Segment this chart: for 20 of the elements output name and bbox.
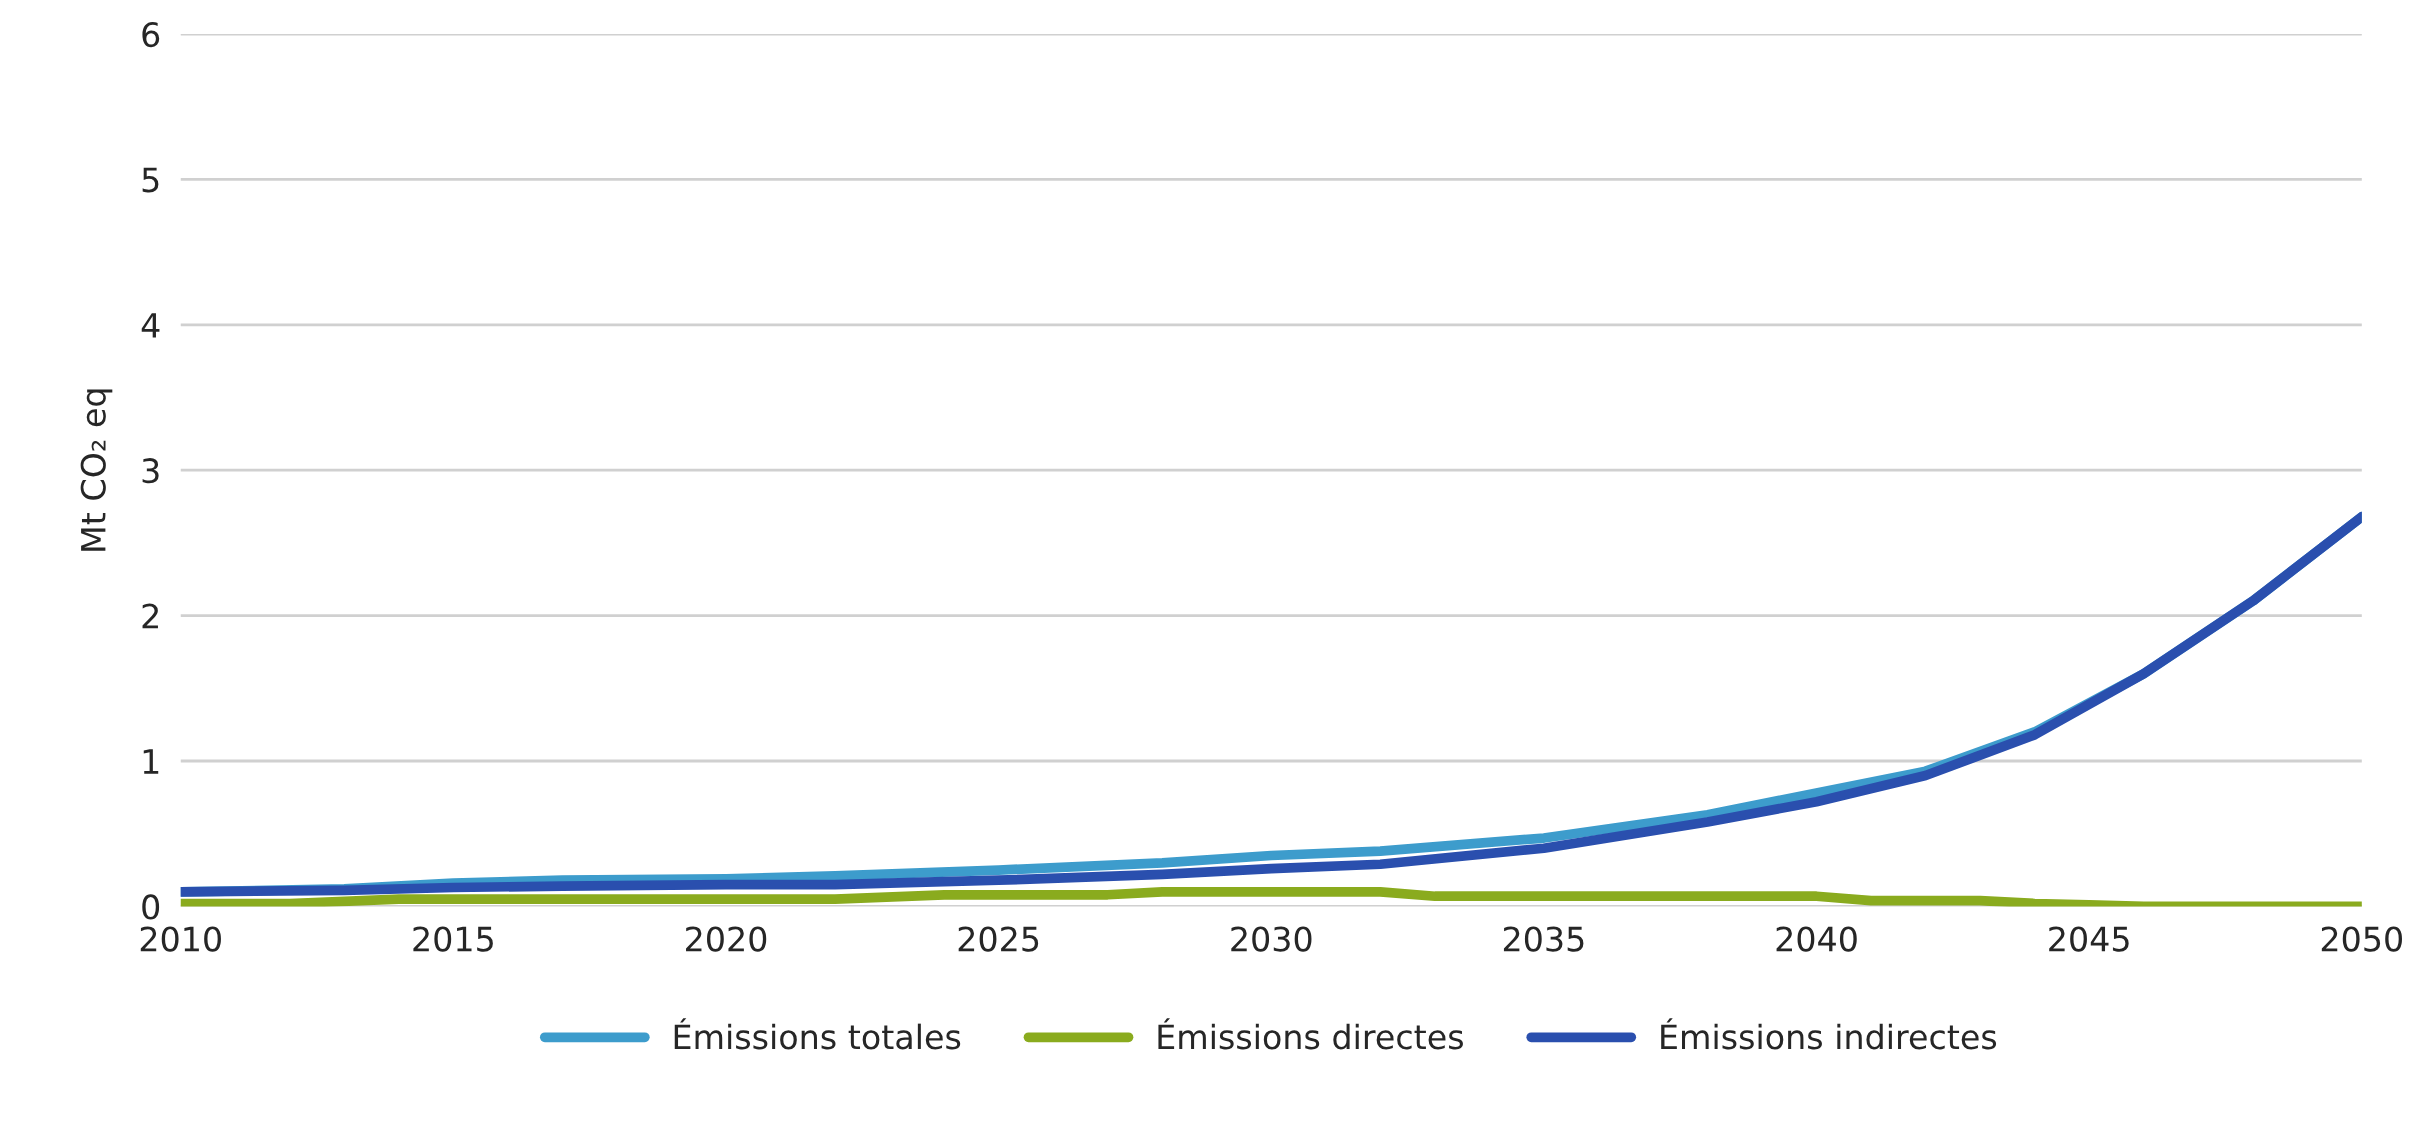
x-tick-label: 2020 (686, 926, 767, 952)
x-tick-label: 2045 (2049, 926, 2129, 952)
x-tick-label: 2040 (1776, 926, 1857, 952)
y-tick-label: 6 (142, 21, 160, 48)
x-tick-label: 2035 (1503, 926, 1584, 952)
y-tick-label: 5 (142, 167, 159, 193)
y-tick-label: 3 (142, 458, 159, 484)
y-axis-title: Mt CO₂ eq (80, 389, 113, 551)
x-tick-label: 2010 (140, 926, 221, 952)
y-tick-label: 2 (142, 603, 158, 629)
legend-label: Émissions indirectes (1661, 1018, 1997, 1050)
y-tick-label: 4 (141, 313, 160, 338)
y-tick-label: 0 (142, 894, 160, 920)
legend-label: Émissions directes (1158, 1018, 1463, 1050)
x-tick-label: 2030 (1231, 926, 1312, 952)
y-tick-label: 1 (143, 749, 159, 774)
x-tick-label: 2015 (413, 926, 493, 952)
x-tick-label: 2050 (2321, 926, 2402, 952)
x-tick-label: 2025 (958, 926, 1039, 952)
legend-label: Émissions totales (674, 1018, 961, 1050)
